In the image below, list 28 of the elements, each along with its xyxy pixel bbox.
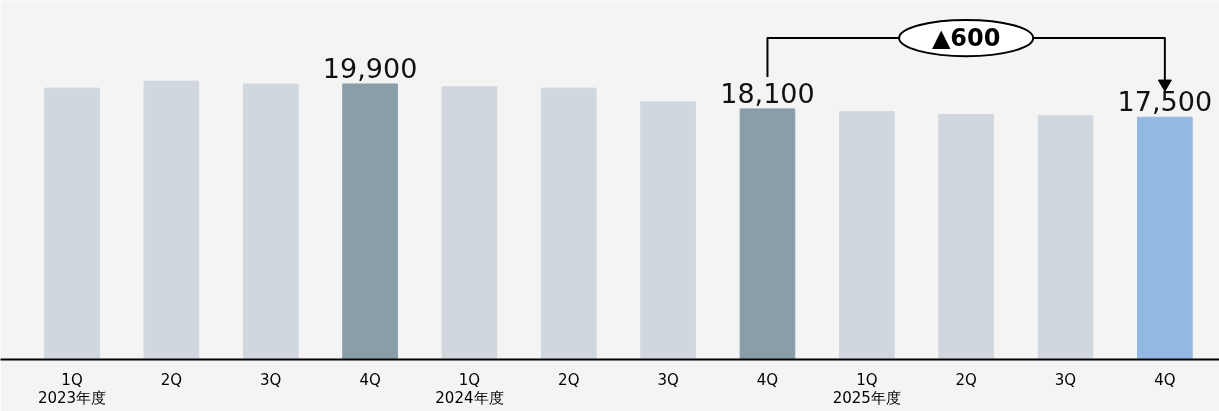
bar — [44, 87, 100, 360]
x-tick-label: 1Q 2023年度 — [37, 370, 107, 407]
x-tick-label: 4Q — [756, 370, 779, 389]
bar — [739, 108, 796, 360]
x-tick-label: 3Q — [260, 370, 282, 389]
bar — [938, 113, 994, 360]
bar — [342, 83, 398, 360]
bar — [838, 111, 895, 360]
bar — [540, 87, 597, 360]
bar — [242, 83, 299, 360]
bar — [143, 80, 200, 360]
x-tick-label: 1Q 2025年度 — [832, 370, 901, 407]
x-tick-label: 3Q — [1054, 370, 1077, 389]
x-tick-label: 2Q — [558, 370, 580, 389]
data-label: 18,100 — [720, 77, 815, 109]
bar — [640, 101, 696, 360]
x-tick-label: 2Q — [160, 370, 183, 389]
data-label: 19,900 — [322, 52, 418, 84]
text: ▲600 — [931, 24, 1001, 53]
x-tick-label: 2Q — [955, 370, 977, 389]
x-tick-label: 4Q — [1154, 370, 1176, 389]
bar — [441, 86, 498, 360]
bar — [1137, 116, 1193, 360]
x-tick-label: 4Q — [359, 370, 381, 389]
bar — [1037, 115, 1094, 360]
data-label: 17,500 — [1117, 86, 1213, 118]
x-tick-label: 3Q — [657, 370, 679, 389]
x-tick-label: 1Q 2024年度 — [435, 370, 504, 407]
